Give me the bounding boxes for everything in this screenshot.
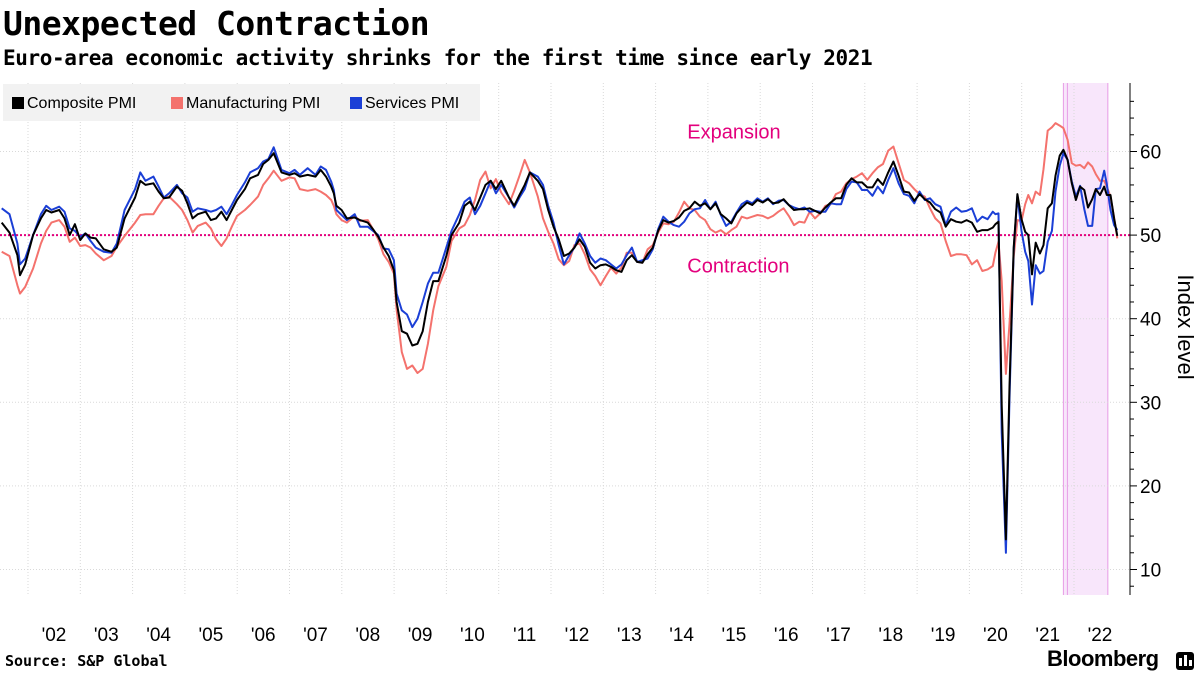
x-tick-label: '19 [931,625,956,646]
x-tick-label: '02 [42,625,67,646]
highlight-region [1063,83,1108,595]
y-tick-label: 20 [1140,477,1161,498]
x-tick-label: '06 [251,625,276,646]
x-tick-label: '03 [94,625,119,646]
x-tick-label: '15 [722,625,747,646]
x-tick-label: '12 [565,625,590,646]
y-tick-label: 40 [1140,310,1161,331]
series-line-composite-pmi [0,148,1119,541]
pmi-line-chart: 10 20 30 40 50 60 Index level '02 '03 '04 '05 '06 '0… [0,83,1198,646]
x-tick-label: '22 [1088,625,1113,646]
legend-box [3,84,480,121]
x-tick-label: '08 [355,625,380,646]
chart-subtitle: Euro-area economic activity shrinks for … [3,46,873,70]
annotation-expansion: Expansion [687,122,780,144]
y-axis-title: Index level [1173,274,1198,379]
y-tick-label: 50 [1140,226,1161,247]
legend-label-composite-pmi: Composite PMI [27,95,136,112]
series-line-services-pmi [1,146,1119,554]
legend-swatch-manufacturing-pmi [171,97,183,109]
chart-title: Unexpected Contraction [3,4,430,43]
x-tick-label: '14 [669,625,694,646]
y-tick-label: 30 [1140,393,1161,414]
legend-label-services-pmi: Services PMI [365,95,459,112]
x-tick-label: '04 [146,625,171,646]
x-tick-label: '11 [513,625,536,646]
x-tick-label: '05 [199,625,224,646]
x-tick-label: '17 [826,625,851,646]
legend-swatch-services-pmi [350,97,362,109]
x-tick-label: '21 [1035,625,1060,646]
y-tick-label: 10 [1140,561,1161,582]
legend-label-manufacturing-pmi: Manufacturing PMI [186,95,320,112]
x-tick-label: '18 [878,625,903,646]
x-tick-label: '10 [460,625,485,646]
bloomberg-bars-icon [1176,652,1194,670]
x-tick-label: '16 [774,625,799,646]
y-tick-label: 60 [1140,143,1161,164]
bloomberg-logo: Bloomberg [1047,646,1159,671]
source-note: Source: S&P Global [5,652,168,670]
legend-swatch-composite-pmi [12,97,24,109]
x-tick-label: '07 [303,625,328,646]
x-tick-label: '13 [617,625,642,646]
x-tick-label: '20 [983,625,1008,646]
annotation-contraction: Contraction [687,255,789,277]
x-tick-label: '09 [408,625,433,646]
